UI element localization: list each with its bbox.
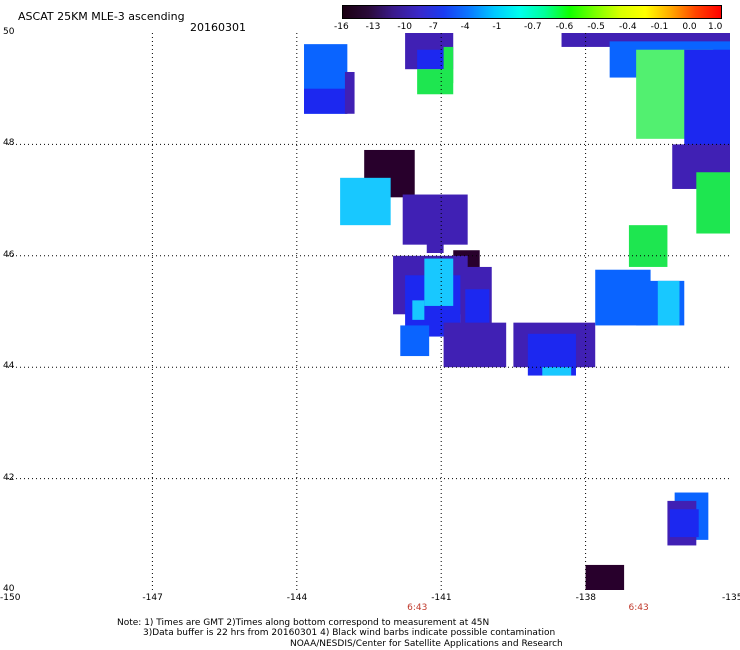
colorbar-tick-label: -4 (460, 22, 470, 32)
colorbar (342, 5, 722, 19)
ice-cell (402, 194, 468, 245)
colorbar-tick-label: -0.5 (587, 22, 605, 32)
ice-cell (417, 49, 444, 70)
ice-cell (628, 225, 668, 267)
ice-cell (443, 46, 454, 84)
colorbar-tick-label: -0.4 (619, 22, 637, 32)
ice-cell (344, 71, 355, 114)
colorbar-tick-label: -16 (334, 22, 349, 32)
ice-cell (424, 258, 454, 306)
ice-cell (465, 289, 490, 323)
colorbar-tick-label: 1.0 (708, 22, 723, 32)
longitude-label: -135 (722, 593, 740, 603)
latitude-label: 50 (3, 27, 15, 37)
latitude-label: 48 (3, 138, 15, 149)
longitude-label: -141 (431, 593, 452, 603)
latitude-label: 44 (3, 361, 15, 372)
colorbar-tick-label: -0.6 (555, 22, 574, 32)
ice-cell (684, 49, 730, 156)
ice-cell (426, 241, 444, 254)
ice-cell (304, 88, 348, 114)
note-line-3: NOAA/NESDIS/Center for Satellite Applica… (290, 639, 563, 649)
ice-cell (340, 177, 391, 226)
longitude-label: -138 (575, 593, 597, 603)
time-label: 6:43 (628, 603, 649, 613)
longitude-label: -147 (142, 593, 163, 603)
colorbar-tick-label: 0.0 (682, 22, 697, 32)
longitude-label: -144 (286, 593, 308, 603)
note-line-2: 3)Data buffer is 22 hrs from 20160301 4)… (143, 628, 556, 638)
colorbar-tick-label: -7 (429, 22, 438, 32)
map-title: ASCAT 25KM MLE-3 ascending (18, 10, 185, 23)
colorbar-tick-label: -0.7 (524, 22, 542, 32)
lat-lon-grid (8, 33, 730, 590)
ice-cell (542, 367, 572, 376)
ice-cell (417, 69, 454, 95)
colorbar-tick-label: -0.1 (650, 22, 669, 32)
latitude-label: 40 (3, 584, 15, 594)
colorbar-tick-label: -10 (397, 22, 413, 32)
ice-cell (696, 172, 730, 234)
ice-cells (304, 33, 730, 590)
ice-cell (412, 300, 425, 320)
ice-cell (400, 325, 430, 357)
colorbar-tick-label: -1 (492, 22, 502, 32)
note-line-1: Note: 1) Times are GMT 2)Times along bot… (117, 618, 490, 628)
ice-cell (585, 564, 625, 590)
latitude-label: 46 (3, 249, 15, 260)
longitude-label: -150 (0, 593, 21, 603)
time-label: 6:43 (407, 603, 428, 613)
ice-cell (657, 280, 680, 326)
latitude-label: 42 (3, 472, 15, 483)
ice-cell (669, 509, 699, 538)
colorbar-tick-label: -13 (365, 22, 381, 32)
map-date: 20160301 (190, 21, 246, 34)
